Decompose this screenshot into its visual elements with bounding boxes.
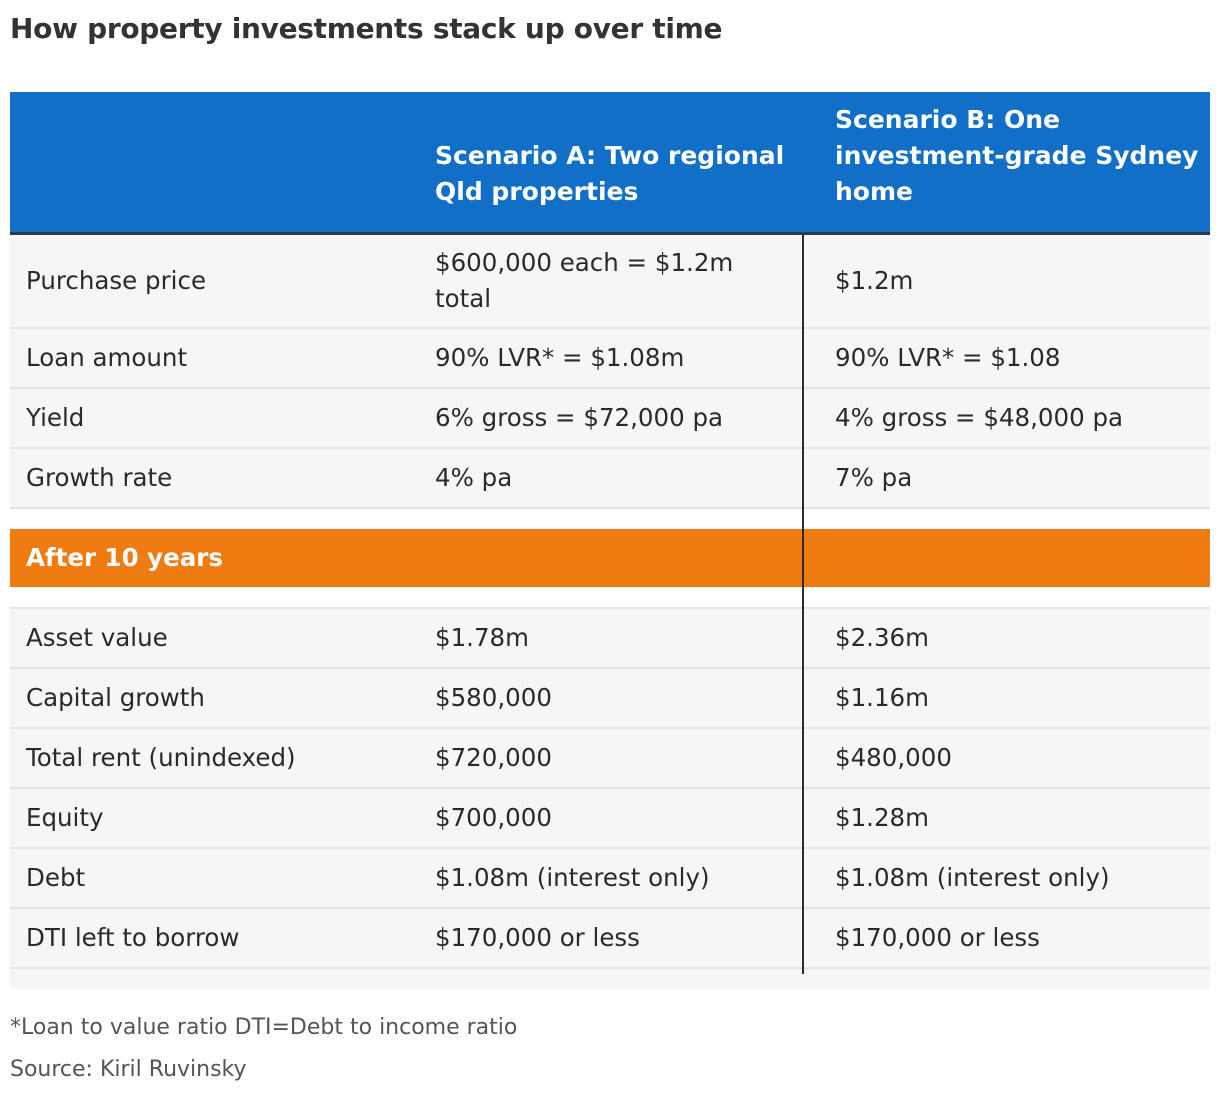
row-label: Debt — [26, 863, 86, 892]
cell-scenario-a: $170,000 or less — [435, 923, 640, 952]
cell-scenario-a: 4% pa — [435, 463, 513, 492]
cell-scenario-a: $700,000 — [435, 803, 552, 832]
table-header: Scenario A: Two regional Qld properties … — [10, 92, 1210, 235]
column-divider — [802, 235, 804, 974]
row-label: Asset value — [26, 623, 168, 652]
cell-scenario-a: $1.08m (interest only) — [435, 863, 710, 892]
cell-scenario-a: $600,000 each = $1.2m total — [435, 235, 775, 327]
source-credit: Source: Kiril Ruvinsky — [10, 1057, 247, 1082]
row-label: Purchase price — [26, 266, 207, 295]
cell-scenario-b: $1.28m — [835, 803, 930, 832]
cell-scenario-a: $580,000 — [435, 683, 552, 712]
comparison-table: Scenario A: Two regional Qld properties … — [10, 92, 1210, 989]
table-row: Equity $700,000 $1.28m — [10, 789, 1210, 849]
cell-scenario-a: 90% LVR* = $1.08m — [435, 343, 685, 372]
table-row: DTI left to borrow $170,000 or less $170… — [10, 909, 1210, 969]
cell-scenario-a: $1.78m — [435, 623, 530, 652]
cell-scenario-b: 4% gross = $48,000 pa — [835, 403, 1124, 432]
cell-scenario-a: $720,000 — [435, 743, 552, 772]
footnote: *Loan to value ratio DTI=Debt to income … — [10, 1015, 518, 1040]
table-row: Debt $1.08m (interest only) $1.08m (inte… — [10, 849, 1210, 909]
row-label: Growth rate — [26, 463, 173, 492]
cell-scenario-b: $480,000 — [835, 743, 952, 772]
table-row: Loan amount 90% LVR* = $1.08m 90% LVR* =… — [10, 329, 1210, 389]
cell-scenario-b: 7% pa — [835, 463, 913, 492]
cell-scenario-a: 6% gross = $72,000 pa — [435, 403, 724, 432]
cell-scenario-b: $1.08m (interest only) — [835, 863, 1110, 892]
row-label: Yield — [26, 403, 85, 432]
row-label: Equity — [26, 803, 104, 832]
cell-scenario-b: $1.2m — [835, 266, 914, 295]
cell-text: $600,000 each = $1.2m total — [435, 248, 734, 313]
cell-scenario-b: $170,000 or less — [835, 923, 1040, 952]
table-row: Total rent (unindexed) $720,000 $480,000 — [10, 729, 1210, 789]
row-label: DTI left to borrow — [26, 923, 240, 952]
table-row: Capital growth $580,000 $1.16m — [10, 669, 1210, 729]
cell-scenario-b: 90% LVR* = $1.08 — [835, 343, 1061, 372]
table-end-padding — [10, 969, 1210, 989]
row-label: Loan amount — [26, 343, 188, 372]
section-spacer — [10, 587, 1210, 609]
header-scenario-a: Scenario A: Two regional Qld properties — [435, 141, 785, 206]
row-label: Total rent (unindexed) — [26, 743, 296, 772]
header-scenario-b: Scenario B: One investment-grade Sydney … — [835, 105, 1199, 206]
table-row: Purchase price $600,000 each = $1.2m tot… — [10, 235, 1210, 329]
table-row: Asset value $1.78m $2.36m — [10, 609, 1210, 669]
table-row: Yield 6% gross = $72,000 pa 4% gross = $… — [10, 389, 1210, 449]
section-spacer — [10, 509, 1210, 529]
row-label: Capital growth — [26, 683, 205, 712]
cell-scenario-b: $2.36m — [835, 623, 930, 652]
section-label: After 10 years — [26, 543, 223, 572]
page-title: How property investments stack up over t… — [10, 12, 723, 45]
section-header: After 10 years — [10, 529, 1210, 587]
table-row: Growth rate 4% pa 7% pa — [10, 449, 1210, 509]
cell-scenario-b: $1.16m — [835, 683, 930, 712]
